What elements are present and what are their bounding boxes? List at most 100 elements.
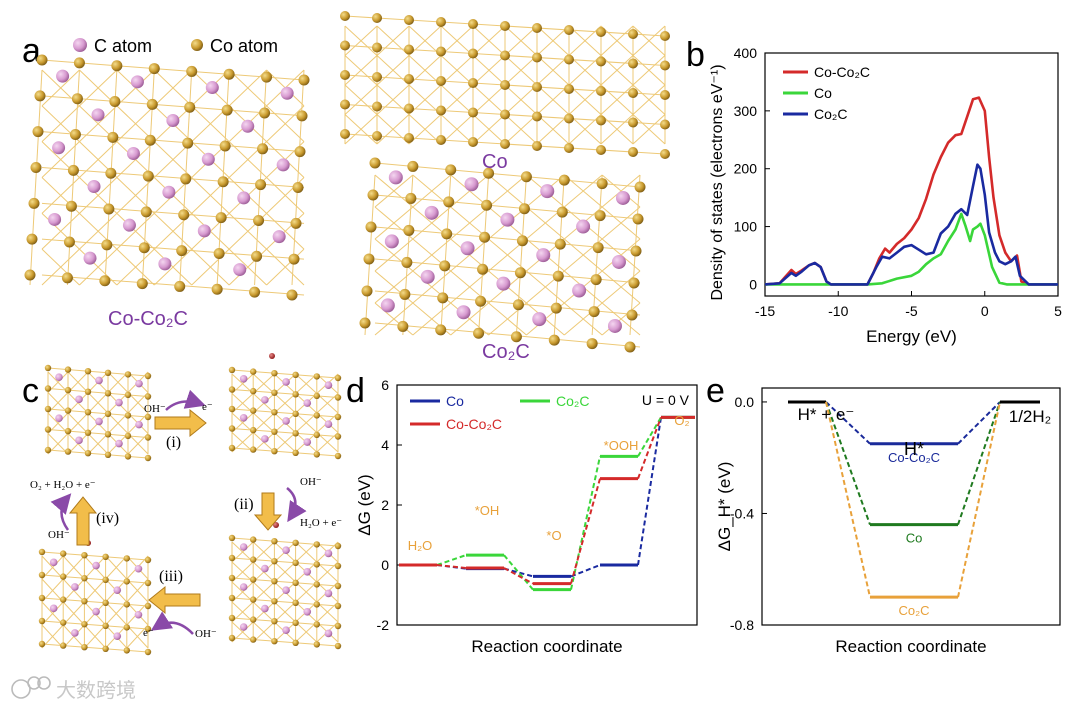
co-atom (250, 407, 257, 414)
co-atom (596, 145, 606, 155)
c-atom (276, 158, 290, 172)
co-atom (146, 98, 158, 110)
bond-line (231, 597, 339, 607)
transition-line (825, 401, 871, 598)
co-atom (124, 453, 132, 460)
co-atom (228, 405, 236, 413)
co-atom (594, 210, 606, 222)
co-atom (340, 11, 350, 21)
bond-line (252, 581, 275, 603)
co-atom (313, 581, 320, 588)
bond-line (472, 55, 506, 86)
co-atom (548, 334, 560, 346)
co-atom (632, 213, 644, 225)
co-atom (500, 139, 510, 149)
co-atom (271, 578, 278, 585)
bond-line (41, 620, 149, 630)
bond-line (376, 114, 410, 145)
bond-line (600, 84, 634, 115)
co-atom (588, 306, 600, 318)
co-atom (81, 552, 88, 559)
step-i-curved-arrow (165, 389, 206, 411)
bond-line (47, 388, 149, 397)
bond-line (116, 105, 155, 143)
x-tick-label: -10 (828, 303, 848, 319)
co2c-structure-image (359, 157, 646, 353)
co-atom (340, 40, 350, 51)
co-atom (359, 317, 371, 329)
co-atom (500, 109, 510, 120)
co-atom (271, 448, 278, 455)
co-atom (564, 143, 574, 153)
transition-line (957, 401, 1001, 445)
cycle-arrow-iv (68, 496, 98, 546)
watermark-logo: 大数跨境 (11, 676, 136, 702)
bond-line (84, 578, 106, 603)
co-atom (44, 446, 52, 454)
co-atom (292, 410, 299, 417)
co-atom (180, 173, 192, 185)
y-axis-label: ΔG (eV) (355, 474, 374, 535)
dos-series-line (764, 163, 1058, 286)
bond-line (47, 367, 149, 377)
co-atom (84, 368, 92, 375)
co-atom (313, 373, 320, 380)
bond-line (252, 621, 275, 643)
co-atom (271, 618, 278, 625)
co-atom (286, 289, 298, 301)
co-atom (174, 280, 186, 292)
bond-line (127, 433, 149, 455)
co-atom (71, 93, 83, 105)
cycle-state-4-image (38, 540, 152, 656)
co-atom (564, 84, 574, 94)
co-atom (144, 579, 152, 587)
her-free-energy-chart: 0.0 -0.4 -0.8 Reaction coordinate ΔG_H* (eV)… (715, 387, 1061, 656)
c-atom (134, 610, 143, 619)
co-atom (64, 427, 72, 435)
c-atom (115, 398, 123, 407)
bond-line (41, 578, 64, 603)
oh-label-i: OH⁻ (144, 403, 166, 415)
bond-line (84, 624, 106, 649)
bond-line (41, 141, 80, 178)
co-atom (532, 52, 542, 63)
bond-line (536, 25, 570, 56)
co-atom (138, 242, 150, 254)
co-atom (334, 622, 342, 630)
co-atom (73, 57, 85, 69)
c-atom (532, 312, 547, 327)
y-tick-label: 100 (734, 219, 758, 235)
c-atom (71, 629, 79, 637)
co-atom (34, 90, 46, 102)
catalyst-label: Co₂C (898, 603, 929, 618)
co-atom (84, 450, 92, 457)
c-atom (464, 177, 479, 192)
state-label: H* (904, 439, 924, 459)
co-atom (552, 270, 564, 282)
co-atom (102, 622, 109, 629)
c-atom (324, 629, 333, 638)
co-atom (255, 179, 267, 191)
co-atom (292, 182, 304, 193)
bond-line (87, 433, 109, 455)
c-atom (420, 269, 435, 284)
co-atom (65, 200, 77, 212)
c-atom (303, 399, 312, 407)
step-iv-curved-arrow (50, 493, 72, 531)
bond-line (504, 25, 538, 56)
co-atom (372, 101, 382, 112)
c-atom (380, 298, 395, 313)
panel-label-e: e (706, 372, 725, 410)
co-atom (228, 614, 236, 622)
step-iii-label: (iii) (159, 568, 183, 585)
bond-line (376, 25, 410, 56)
co-atom (596, 115, 606, 126)
co-atom (144, 454, 152, 462)
c-atom (166, 114, 180, 128)
bond-line (231, 447, 339, 457)
co-atom (564, 25, 574, 35)
co-atom (435, 324, 447, 336)
bond-line (41, 643, 149, 653)
c-atom (576, 219, 591, 234)
